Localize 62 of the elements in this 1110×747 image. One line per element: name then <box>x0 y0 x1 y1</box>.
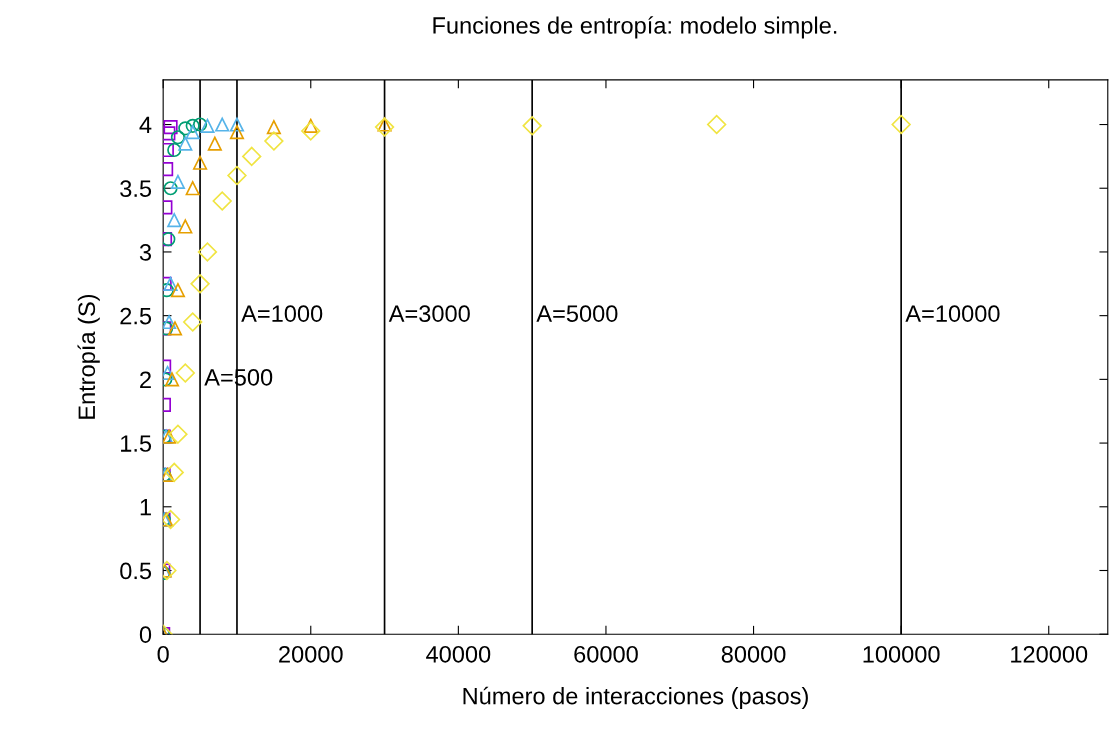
point <box>522 116 542 136</box>
point <box>185 181 200 196</box>
point <box>891 114 911 135</box>
point <box>200 118 215 133</box>
point <box>215 117 230 132</box>
y-tick-label: 2.5 <box>120 307 152 325</box>
point <box>178 121 193 136</box>
point <box>227 165 247 186</box>
point <box>168 424 188 444</box>
point <box>229 125 245 140</box>
x-tick-label: 20000 <box>279 645 343 663</box>
annotation: A=3000 <box>388 305 470 322</box>
y-tick-label: 4 <box>139 116 152 134</box>
point <box>167 142 182 158</box>
x-tick-label: 40000 <box>426 645 491 663</box>
point <box>185 125 200 140</box>
point <box>163 283 174 298</box>
point <box>242 146 262 167</box>
x-tick-label: 100000 <box>863 645 940 663</box>
annotation: A=10000 <box>905 305 1000 322</box>
point <box>185 118 200 133</box>
point <box>207 136 222 151</box>
point <box>374 117 395 137</box>
point <box>266 119 281 135</box>
annotation: A=5000 <box>536 305 618 322</box>
point <box>706 114 727 135</box>
point <box>175 363 195 383</box>
x-axis-title: Número de interacciones (pasos) <box>463 686 808 710</box>
point <box>170 174 186 189</box>
point <box>183 312 203 332</box>
point <box>264 131 284 151</box>
point <box>167 213 182 228</box>
point <box>229 117 245 132</box>
point <box>163 276 178 291</box>
y-tick-label: 3 <box>139 244 152 261</box>
point <box>178 136 193 151</box>
y-axis-title: Entropía (S) <box>77 294 100 419</box>
x-tick-label: 120000 <box>1011 645 1088 663</box>
x-tick-label: 80000 <box>721 645 786 663</box>
point <box>301 121 321 141</box>
y-tick-label: 0.5 <box>120 562 152 580</box>
y-tick-label: 1 <box>140 499 151 516</box>
point <box>163 509 181 530</box>
annotation: A=1000 <box>241 305 323 322</box>
x-tick-label: 60000 <box>574 645 638 663</box>
point <box>167 321 183 336</box>
point <box>170 283 186 298</box>
point <box>164 372 180 387</box>
point <box>197 242 218 262</box>
point <box>190 274 210 294</box>
y-tick-label: 3.5 <box>120 180 152 198</box>
y-tick-label: 0 <box>139 626 152 643</box>
point <box>212 191 232 211</box>
x-tick-label: 0 <box>157 645 169 663</box>
point <box>164 462 184 483</box>
point <box>192 155 208 170</box>
chart-title: Funciones de entropía: modelo simple. <box>433 16 837 39</box>
y-tick-label: 1.5 <box>121 435 152 452</box>
point <box>163 314 177 330</box>
point <box>178 219 193 234</box>
point <box>163 181 178 196</box>
y-tick-label: 2 <box>140 371 151 388</box>
